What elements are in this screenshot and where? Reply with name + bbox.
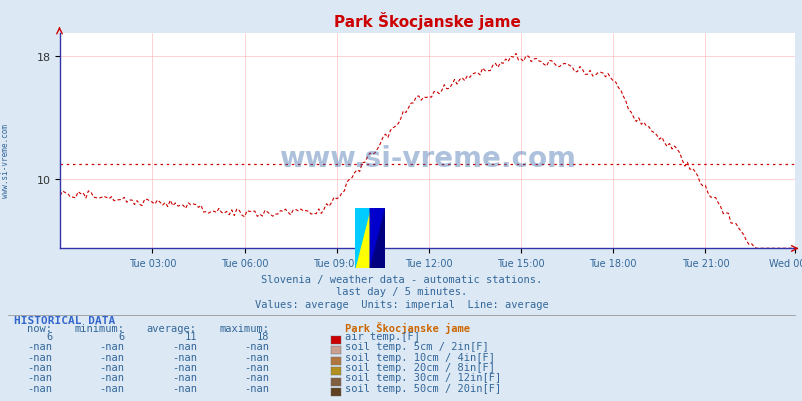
Title: Park Škocjanske jame: Park Škocjanske jame — [334, 12, 520, 30]
Text: Park Škocjanske jame: Park Škocjanske jame — [345, 321, 470, 333]
Text: minimum:: minimum: — [75, 323, 124, 333]
Text: 6: 6 — [118, 331, 124, 341]
Text: last day / 5 minutes.: last day / 5 minutes. — [335, 287, 467, 297]
Text: HISTORICAL DATA: HISTORICAL DATA — [14, 315, 115, 325]
Text: soil temp. 50cm / 20in[F]: soil temp. 50cm / 20in[F] — [345, 383, 501, 393]
Text: soil temp. 5cm / 2in[F]: soil temp. 5cm / 2in[F] — [345, 341, 488, 351]
Text: -nan: -nan — [244, 341, 269, 351]
Text: average:: average: — [147, 323, 196, 333]
Text: www.si-vreme.com: www.si-vreme.com — [279, 144, 575, 172]
Text: -nan: -nan — [172, 383, 196, 393]
Text: -nan: -nan — [244, 383, 269, 393]
Text: -nan: -nan — [27, 373, 52, 383]
Text: -nan: -nan — [172, 341, 196, 351]
Polygon shape — [370, 209, 385, 269]
Text: soil temp. 10cm / 4in[F]: soil temp. 10cm / 4in[F] — [345, 352, 495, 362]
Text: -nan: -nan — [172, 352, 196, 362]
Polygon shape — [354, 209, 370, 269]
Text: -nan: -nan — [244, 373, 269, 383]
Text: -nan: -nan — [27, 341, 52, 351]
Text: now:: now: — [27, 323, 52, 333]
Text: -nan: -nan — [27, 362, 52, 372]
Text: soil temp. 30cm / 12in[F]: soil temp. 30cm / 12in[F] — [345, 373, 501, 383]
Text: -nan: -nan — [244, 362, 269, 372]
Text: -nan: -nan — [244, 352, 269, 362]
Text: 18: 18 — [256, 331, 269, 341]
Text: -nan: -nan — [172, 362, 196, 372]
Text: -nan: -nan — [99, 362, 124, 372]
Text: -nan: -nan — [99, 373, 124, 383]
Text: 11: 11 — [184, 331, 196, 341]
Text: -nan: -nan — [172, 373, 196, 383]
Text: Values: average  Units: imperial  Line: average: Values: average Units: imperial Line: av… — [254, 299, 548, 309]
Text: -nan: -nan — [27, 383, 52, 393]
Text: air temp.[F]: air temp.[F] — [345, 331, 419, 341]
Polygon shape — [354, 209, 370, 269]
Text: -nan: -nan — [99, 383, 124, 393]
Text: -nan: -nan — [27, 352, 52, 362]
Text: www.si-vreme.com: www.si-vreme.com — [1, 124, 10, 197]
Text: Slovenia / weather data - automatic stations.: Slovenia / weather data - automatic stat… — [261, 275, 541, 285]
Text: -nan: -nan — [99, 352, 124, 362]
Text: maximum:: maximum: — [219, 323, 269, 333]
Text: soil temp. 20cm / 8in[F]: soil temp. 20cm / 8in[F] — [345, 362, 495, 372]
Text: 6: 6 — [46, 331, 52, 341]
Polygon shape — [370, 209, 385, 269]
Text: -nan: -nan — [99, 341, 124, 351]
